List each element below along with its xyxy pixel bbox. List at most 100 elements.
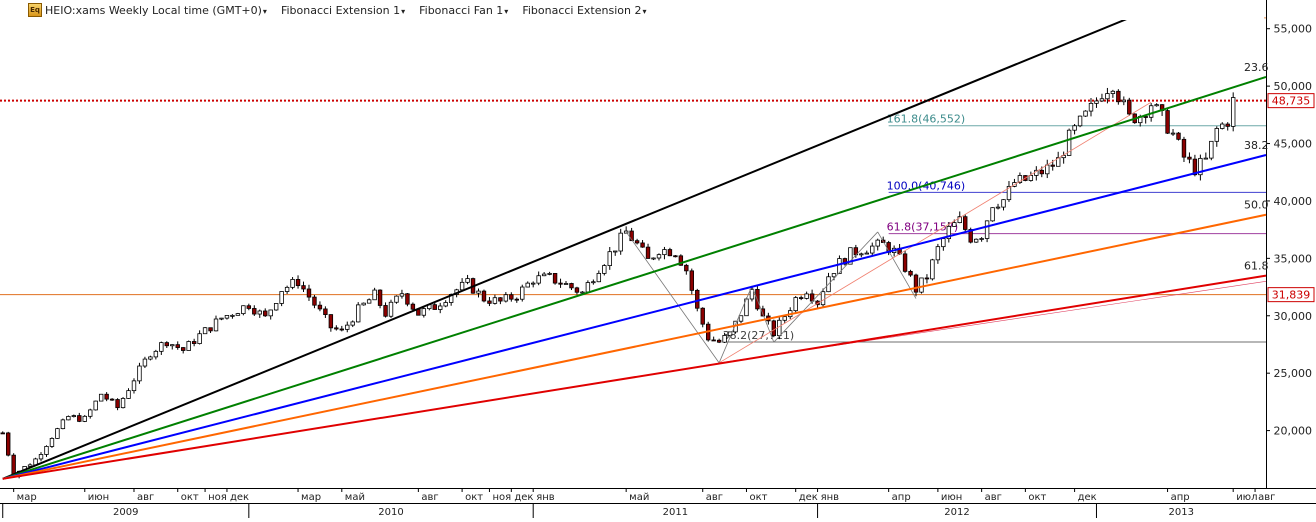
x-tick-label: мар — [17, 492, 37, 503]
x-tick-label: дек — [514, 492, 533, 503]
candle-body — [175, 344, 180, 348]
candle-body — [837, 258, 842, 274]
candle-body — [230, 314, 235, 317]
chevron-down-icon: ▾ — [504, 6, 509, 16]
x-tick-label: июл — [1236, 492, 1257, 503]
candle-body — [1181, 138, 1187, 158]
fib-fan-label: 23.6 — [1244, 61, 1269, 74]
fibonacci-extension-2-menu[interactable]: Fibonacci Extension 2▾ — [522, 4, 646, 17]
candle-body — [1220, 123, 1225, 129]
candle-body — [908, 270, 913, 276]
candle-body — [295, 279, 301, 287]
candle-body — [1143, 116, 1148, 118]
candle-body — [273, 303, 279, 311]
candle-body — [88, 409, 93, 417]
candle-body — [197, 333, 202, 344]
symbol-menu[interactable]: HEIO:xams Weekly Local time (GMT+0)▾ — [45, 4, 267, 17]
candle-body — [181, 347, 186, 351]
fib-extension-leg — [718, 285, 753, 363]
candle-body — [689, 270, 694, 291]
candle-body — [503, 294, 509, 302]
candle-body — [952, 222, 957, 227]
candle-body — [968, 229, 973, 243]
candle-body — [1209, 140, 1214, 159]
candle-body — [366, 299, 372, 304]
candle-body — [695, 289, 700, 309]
candle-body — [137, 365, 142, 382]
candle-body — [1061, 155, 1066, 159]
candle-body — [1105, 93, 1110, 100]
candle-body — [498, 297, 503, 302]
candle-body — [662, 249, 667, 256]
x-tick-label: ноя — [208, 492, 227, 503]
candle-body — [1017, 175, 1023, 183]
candle-body — [509, 294, 514, 300]
candle-body — [377, 289, 383, 306]
y-tick-label: 55,000 — [1274, 23, 1313, 36]
x-tick-label: ноя — [492, 492, 511, 503]
candle-body — [1225, 123, 1230, 127]
x-tick-label: апр — [1171, 492, 1190, 503]
candle-body — [530, 282, 536, 285]
candle-body — [44, 446, 49, 455]
candle-body — [984, 220, 990, 239]
candle-body — [782, 316, 787, 321]
candle-body — [399, 293, 405, 297]
y-tick-label: 45,000 — [1274, 138, 1313, 151]
fib-fan-line — [2, 75, 1267, 480]
candle-body — [1230, 97, 1236, 127]
candle-body — [930, 259, 935, 280]
fibonacci-fan-1-menu[interactable]: Fibonacci Fan 1▾ — [419, 4, 508, 17]
year-label: 2013 — [1169, 507, 1194, 518]
candle-body — [569, 283, 574, 289]
fibonacci-extension-1-menu[interactable]: Fibonacci Extension 1▾ — [281, 4, 405, 17]
candle-body — [66, 416, 71, 421]
candle-body — [629, 230, 634, 242]
equity-logo-icon: Eq — [28, 3, 42, 17]
x-tick-label: окт — [1028, 492, 1046, 503]
chevron-down-icon: ▾ — [262, 6, 267, 16]
x-tick-label: окт — [465, 492, 483, 503]
chevron-down-icon: ▾ — [401, 6, 406, 16]
chevron-down-icon: ▾ — [642, 6, 647, 16]
candle-body — [1083, 110, 1088, 117]
candle-body — [339, 328, 344, 331]
candle-body — [798, 297, 804, 299]
candle-body — [673, 255, 678, 258]
candle-body — [596, 272, 602, 283]
fibonacci-fan-1-label: Fibonacci Fan 1 — [419, 3, 504, 17]
candle-body — [870, 245, 875, 254]
candle-body — [634, 240, 640, 244]
candle-body — [246, 305, 252, 309]
x-tick-label: июн — [941, 492, 962, 503]
candle-body — [558, 282, 563, 285]
x-tick-label: авг — [706, 492, 723, 503]
candle-body — [1187, 156, 1192, 160]
candle-body — [804, 293, 809, 299]
candle-body — [525, 282, 530, 288]
candle-body — [334, 327, 339, 330]
price-line-label: 31,839 — [1272, 289, 1311, 302]
year-label: 2012 — [944, 507, 969, 518]
fib-fan-line — [2, 1, 1168, 480]
x-tick-label: авг — [1258, 492, 1275, 503]
candle-body — [355, 304, 361, 323]
y-tick-label: 25,000 — [1274, 367, 1313, 380]
candle-body — [963, 216, 968, 230]
candle-body — [990, 207, 995, 222]
fib-fan-line — [2, 213, 1267, 480]
fib-extension-leg — [751, 285, 775, 343]
candle-body — [574, 287, 580, 293]
x-tick-label: дек — [799, 492, 818, 503]
candle-body — [49, 438, 55, 447]
candle-body — [667, 249, 673, 257]
candle-body — [1148, 105, 1154, 118]
fib-extension-leg — [773, 231, 879, 343]
candle-body — [760, 308, 766, 317]
x-tick-label: янв — [536, 492, 555, 503]
candle-body — [613, 250, 618, 253]
candle-body — [656, 254, 662, 259]
candle-body — [252, 308, 257, 315]
candle-body — [1077, 115, 1083, 127]
